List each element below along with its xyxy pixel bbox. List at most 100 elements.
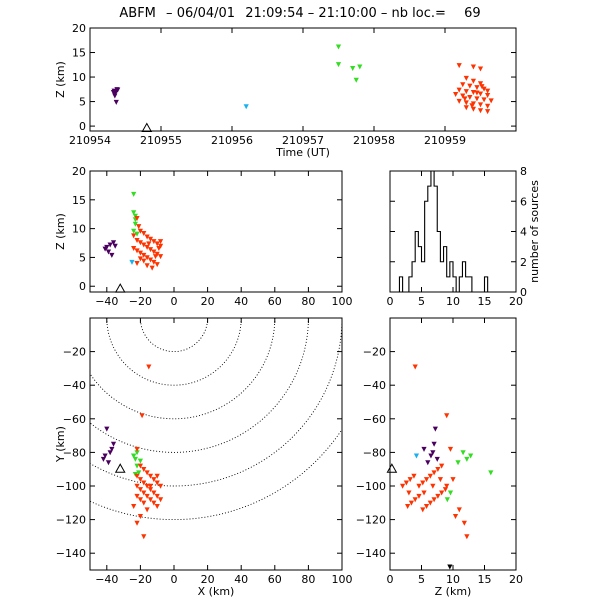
x-tick-label: 0 [171,573,178,586]
data-point [470,64,476,70]
x-axis-label: Z (km) [435,585,472,598]
y-tick-label: 0 [79,280,86,293]
data-point [134,446,140,452]
data-point [129,259,135,265]
data-point [137,463,143,469]
y-tick-label: −120 [56,514,86,527]
x-tick-label: 60 [268,573,282,586]
data-point [439,490,445,496]
scatter-layer [400,364,494,570]
data-point [131,191,137,197]
x-tick-label: 210954 [69,134,111,147]
data-point [400,483,406,489]
y-tick-label: 0 [520,286,527,299]
data-point [144,507,150,513]
data-point [105,460,112,466]
histogram-bar [466,277,469,292]
y-axis-label: Y (km) [54,426,67,463]
x-tick-label: 20 [201,573,215,586]
data-point [474,96,480,102]
panel-time-height: 210954 210955 210956 210957 210958 210959 0 5 10… [54,22,517,159]
data-point [147,487,154,493]
y-tick-label: −100 [356,480,386,493]
data-point [141,258,147,264]
x-tick-label: 210955 [140,134,182,147]
data-point [456,87,462,93]
data-point [110,240,117,246]
data-point [423,503,430,509]
data-point [425,460,431,466]
data-point [430,483,436,489]
y-tick-label: −40 [363,379,386,392]
station-triangle [114,283,126,293]
range-ring [106,318,242,386]
data-point [137,514,143,520]
y-tick-label: −80 [63,446,86,459]
data-point [147,497,154,503]
data-point [134,260,140,266]
y-tick-label: 2 [520,256,527,269]
data-point [431,470,437,476]
data-point [147,247,154,253]
data-point [131,233,137,239]
data-point [154,503,160,509]
data-point [427,473,433,479]
panel-x-y: −40 −20 0 20 40 60 80 100−140−120−100−80−60−40−… [54,317,353,598]
data-point [416,483,422,489]
data-point [144,255,150,261]
data-point [437,477,443,483]
y-tick-label: −20 [363,346,386,359]
data-point [485,103,491,109]
data-point [481,97,487,103]
data-point [134,520,140,526]
x-tick-label: 10 [446,295,460,308]
data-point [435,493,441,499]
data-point [137,477,143,483]
data-point [421,446,427,452]
data-point [146,364,152,370]
data-point [152,254,159,260]
data-point [144,493,150,499]
station-triangle [386,463,398,473]
data-point [110,441,117,447]
data-point [110,90,117,96]
x-tick-label: 40 [234,295,248,308]
data-point [447,446,454,452]
data-point [416,493,422,499]
plot-frame [89,170,343,293]
x-tick-label: 210959 [424,134,466,147]
y-tick-label: 6 [520,195,527,208]
data-point [151,500,157,506]
title-nb-value: 69 [464,6,481,21]
y-tick-label: −80 [363,446,386,459]
data-point [147,257,154,263]
data-point [485,109,491,115]
data-point [488,98,494,104]
data-point [413,453,420,459]
data-point [470,78,476,84]
y-tick-label: 10 [72,71,86,84]
data-point [141,467,147,472]
data-point [147,483,154,489]
x-tick-label: 10 [446,573,460,586]
data-point [439,463,445,469]
data-point [481,86,487,92]
x-tick-label: 100 [332,573,353,586]
x-tick-label: 210958 [353,134,395,147]
data-point [102,246,108,252]
x-tick-label: 0 [387,295,394,308]
data-point [134,483,140,489]
data-point [412,364,418,370]
data-point [350,66,356,72]
y-tick-label: −40 [63,379,86,392]
data-point [137,497,143,503]
x-tick-label: 80 [301,573,315,586]
data-point [462,96,468,102]
data-point [107,450,113,456]
x-tick-label: 60 [268,295,282,308]
x-axis-label: Time (UT) [275,146,330,159]
y-axis-label: Z (km) [54,213,67,250]
data-point [131,210,137,216]
